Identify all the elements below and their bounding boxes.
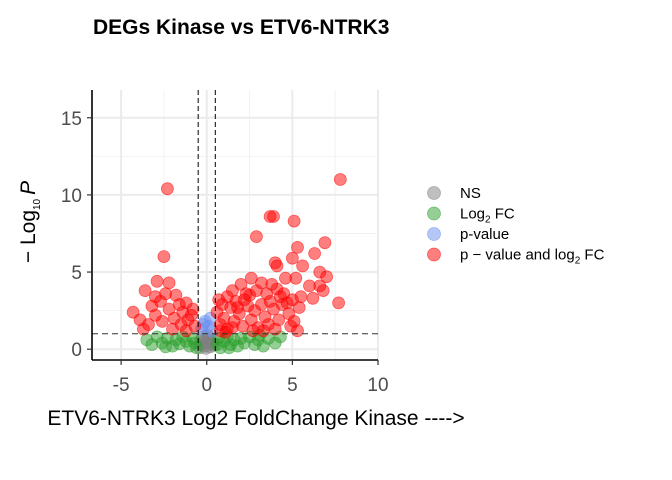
y-tick-label: 10	[61, 186, 82, 207]
data-point	[268, 322, 282, 336]
y-axis-label-prefix: − Log	[17, 210, 40, 263]
data-point	[287, 214, 301, 228]
data-point	[244, 271, 258, 285]
y-tick-label: 0	[71, 340, 82, 361]
data-point	[190, 341, 203, 355]
data-point	[249, 230, 263, 244]
data-point	[159, 287, 173, 301]
legend-key	[427, 227, 441, 241]
legend-key	[427, 247, 441, 262]
data-point	[150, 274, 164, 288]
data-point	[270, 259, 284, 273]
data-point	[172, 298, 186, 311]
legend-label: p − value and log2 FC	[460, 247, 605, 267]
data-point	[256, 324, 270, 338]
legend-label: p-value	[460, 226, 509, 243]
data-point	[162, 276, 176, 290]
chart-title: DEGs Kinase vs ETV6-NTRK3	[93, 16, 389, 39]
legend-label: Log2 FC	[460, 206, 515, 226]
x-axis-label: ETV6-NTRK3 Log2 FoldChange Kinase ---->	[47, 407, 464, 430]
data-point	[316, 284, 330, 298]
grid-minor	[92, 90, 378, 360]
y-axis-label: − Log10 P	[17, 181, 43, 263]
data-point	[267, 210, 280, 223]
data-point	[273, 290, 287, 304]
data-point	[285, 251, 299, 265]
data-point	[308, 247, 322, 260]
data-point	[222, 341, 236, 355]
data-point	[332, 296, 346, 310]
data-point	[215, 298, 229, 311]
data-point	[291, 324, 304, 338]
data-point	[213, 324, 227, 338]
data-point	[179, 324, 193, 338]
legend: NS Log2 FCp-value p − value and log2 FC	[427, 185, 605, 267]
legend-key	[427, 186, 441, 200]
data-point	[318, 236, 332, 250]
data-point	[184, 308, 198, 322]
data-point	[231, 301, 245, 314]
data-point	[225, 321, 239, 335]
data-point	[166, 322, 179, 336]
data-point	[303, 279, 316, 293]
data-point	[157, 250, 171, 264]
y-tick-label: 5	[71, 263, 82, 284]
data-point	[136, 322, 150, 336]
legend-key	[427, 206, 441, 221]
data-point	[306, 291, 320, 305]
y-axis-ticks: 0 5 10 15	[61, 109, 92, 361]
plot-area: -5 0 5 10 0 5 10 15	[61, 90, 389, 396]
y-axis-label-sub: 10	[32, 198, 43, 210]
cutoff-lines	[92, 90, 378, 360]
data-point	[265, 277, 279, 291]
data-point	[291, 240, 304, 254]
data-point	[320, 270, 334, 284]
legend-label: NS	[460, 185, 481, 202]
x-tick-label: -5	[113, 375, 130, 396]
data-point	[160, 182, 174, 196]
y-axis-label-var: P	[17, 181, 40, 195]
y-tick-label: 15	[61, 109, 82, 130]
data-point	[296, 259, 310, 273]
data-point	[333, 173, 347, 186]
data-point	[243, 288, 257, 302]
data-point	[155, 314, 169, 328]
x-tick-label: 0	[201, 375, 212, 396]
x-axis-ticks: -5 0 5 10	[113, 360, 389, 396]
data-point	[279, 271, 292, 285]
data-point	[159, 340, 173, 354]
x-tick-label: 10	[367, 375, 388, 396]
x-tick-label: 5	[287, 375, 298, 396]
data-point	[138, 284, 152, 298]
data-points	[126, 173, 347, 355]
